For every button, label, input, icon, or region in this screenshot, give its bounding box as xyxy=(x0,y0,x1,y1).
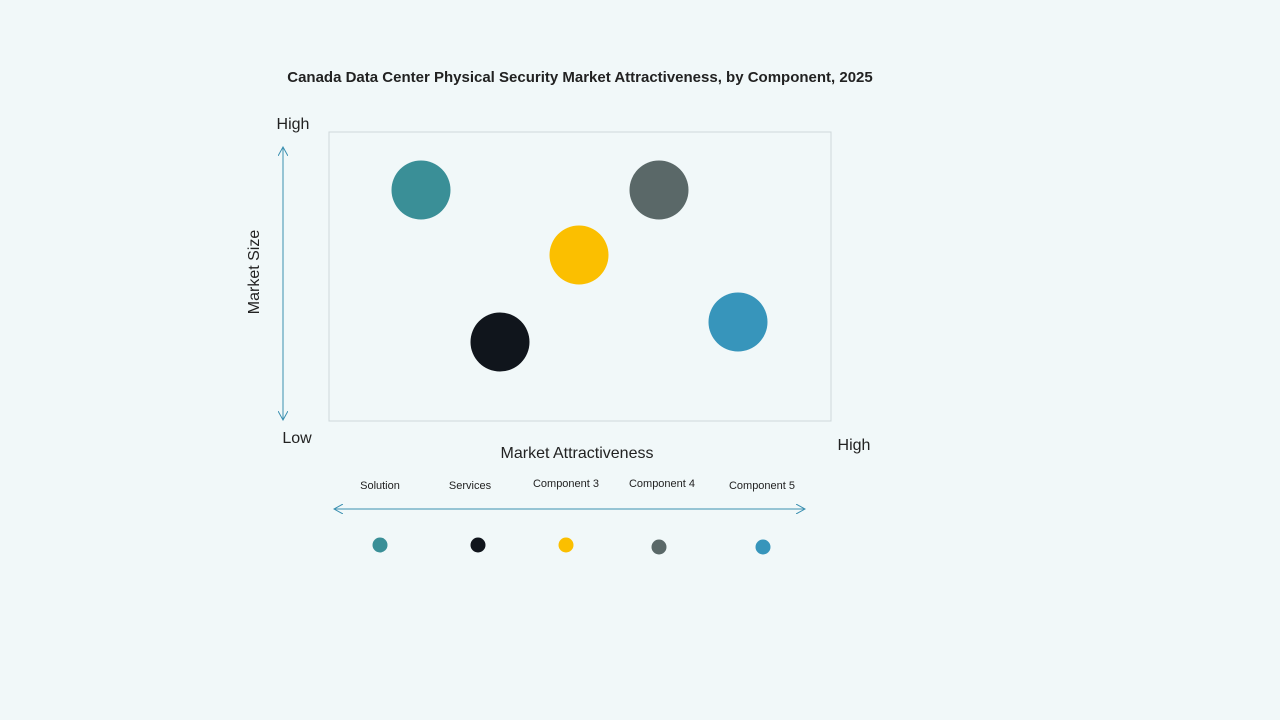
legend-dot xyxy=(372,537,388,553)
legend-dot xyxy=(651,539,667,555)
bubble xyxy=(391,160,451,220)
legend-label: Component 5 xyxy=(729,480,795,492)
x-high: High xyxy=(838,437,871,454)
y-axis-label: Market Size xyxy=(246,230,263,315)
legend-label: Solution xyxy=(360,480,400,492)
bubble xyxy=(549,225,609,285)
x-axis-label: Market Attractiveness xyxy=(501,445,654,462)
legend-dot xyxy=(755,539,771,555)
legend-dot xyxy=(558,537,574,553)
legend-label: Component 3 xyxy=(533,478,599,490)
chart-title: Canada Data Center Physical Security Mar… xyxy=(287,69,873,86)
plot-frame xyxy=(328,131,832,422)
bubble xyxy=(708,292,768,352)
bubble xyxy=(629,160,689,220)
y-high: High xyxy=(277,116,310,133)
y-low: Low xyxy=(282,430,312,447)
legend-dot xyxy=(470,537,486,553)
bubble xyxy=(470,312,530,372)
legend-label: Services xyxy=(449,480,492,492)
legend-label: Component 4 xyxy=(629,478,695,490)
